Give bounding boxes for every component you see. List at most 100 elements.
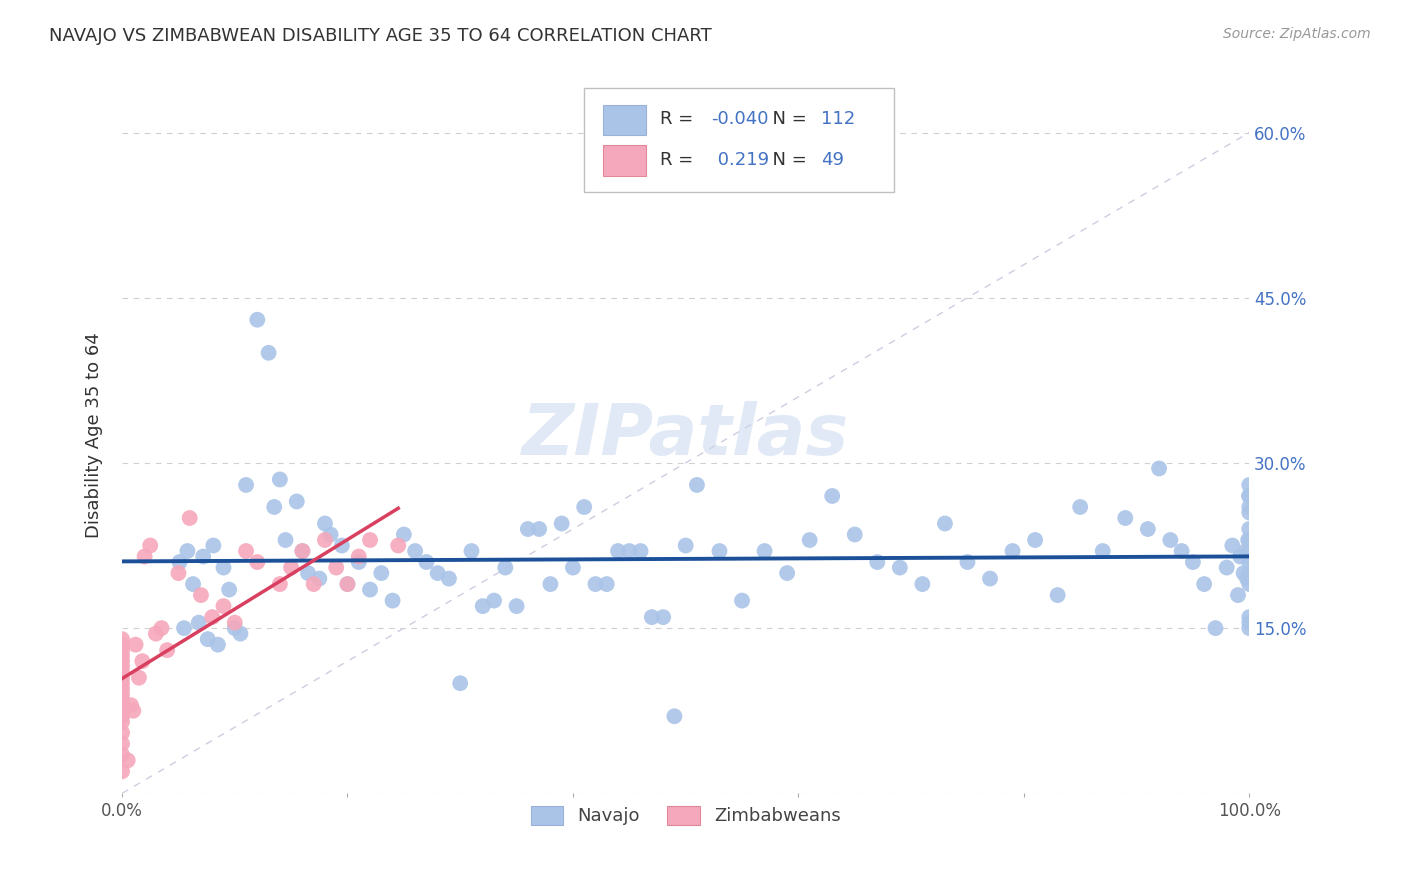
Point (1024, 533, 1046, 547)
Point (359, 582, 381, 597)
Point (319, 527, 342, 541)
Point (585, 577, 607, 591)
Point (1239, 489, 1261, 503)
Point (111, 654, 134, 668)
Point (347, 555, 370, 569)
Point (494, 560, 516, 574)
Point (359, 533, 381, 547)
Point (1239, 544, 1261, 558)
Point (111, 648, 134, 663)
Point (167, 566, 190, 580)
Point (111, 665, 134, 680)
Point (246, 555, 269, 569)
Point (111, 632, 134, 647)
FancyBboxPatch shape (603, 104, 647, 135)
Point (1239, 500, 1261, 514)
Point (269, 473, 291, 487)
Point (1091, 544, 1114, 558)
Y-axis label: Disability Age 35 to 64: Disability Age 35 to 64 (86, 333, 103, 538)
Point (1239, 615, 1261, 630)
Point (387, 539, 409, 553)
Point (1239, 621, 1261, 635)
Point (347, 549, 370, 564)
Text: Source: ZipAtlas.com: Source: ZipAtlas.com (1223, 27, 1371, 41)
Point (193, 549, 215, 564)
Text: R =: R = (659, 110, 699, 128)
Point (538, 577, 561, 591)
Point (471, 599, 494, 613)
Point (1239, 577, 1261, 591)
FancyBboxPatch shape (603, 145, 647, 176)
Point (1233, 566, 1256, 580)
Point (1229, 549, 1251, 564)
Point (619, 544, 641, 558)
Point (889, 560, 911, 574)
Point (754, 544, 776, 558)
Point (1069, 500, 1091, 514)
Point (330, 539, 353, 553)
Point (179, 511, 201, 525)
Point (274, 533, 297, 547)
Point (202, 539, 225, 553)
Point (291, 544, 314, 558)
Point (799, 533, 821, 547)
Point (1222, 539, 1244, 553)
Point (1239, 566, 1261, 580)
Point (235, 544, 257, 558)
Point (392, 527, 415, 541)
Point (246, 312, 269, 326)
Point (1215, 560, 1237, 574)
Point (257, 346, 280, 360)
Point (187, 615, 209, 630)
Point (336, 577, 359, 591)
Point (1239, 549, 1261, 564)
Point (156, 643, 179, 657)
Point (218, 582, 240, 597)
Point (111, 643, 134, 657)
Text: NAVAJO VS ZIMBABWEAN DISABILITY AGE 35 TO 64 CORRELATION CHART: NAVAJO VS ZIMBABWEAN DISABILITY AGE 35 T… (49, 27, 711, 45)
Point (207, 638, 229, 652)
Point (269, 577, 291, 591)
Point (124, 638, 146, 652)
Point (415, 555, 437, 569)
Point (527, 522, 550, 536)
Point (1001, 544, 1024, 558)
Point (173, 621, 195, 635)
Point (1136, 522, 1159, 536)
Point (776, 566, 799, 580)
Text: 0.219: 0.219 (711, 152, 769, 169)
Point (1239, 549, 1261, 564)
Point (111, 737, 134, 751)
Point (325, 560, 347, 574)
Point (1147, 461, 1170, 475)
Point (122, 704, 145, 718)
Point (285, 494, 308, 508)
Point (111, 659, 134, 673)
Text: R =: R = (659, 152, 699, 169)
Text: N =: N = (761, 152, 813, 169)
Point (117, 753, 139, 767)
Point (111, 638, 134, 652)
Point (111, 725, 134, 739)
Point (111, 687, 134, 701)
Point (336, 577, 359, 591)
Point (111, 709, 134, 723)
Point (111, 747, 134, 762)
Point (664, 709, 686, 723)
Point (607, 544, 630, 558)
Point (934, 516, 956, 531)
Point (263, 500, 285, 514)
Point (404, 544, 426, 558)
Point (314, 533, 336, 547)
Point (482, 593, 505, 607)
Point (1114, 511, 1136, 525)
Point (224, 615, 246, 630)
Point (1239, 572, 1261, 586)
Text: 49: 49 (821, 152, 844, 169)
Point (111, 714, 134, 729)
Point (111, 681, 134, 696)
Point (197, 632, 219, 647)
Point (1239, 566, 1261, 580)
Point (176, 544, 198, 558)
Point (574, 500, 596, 514)
